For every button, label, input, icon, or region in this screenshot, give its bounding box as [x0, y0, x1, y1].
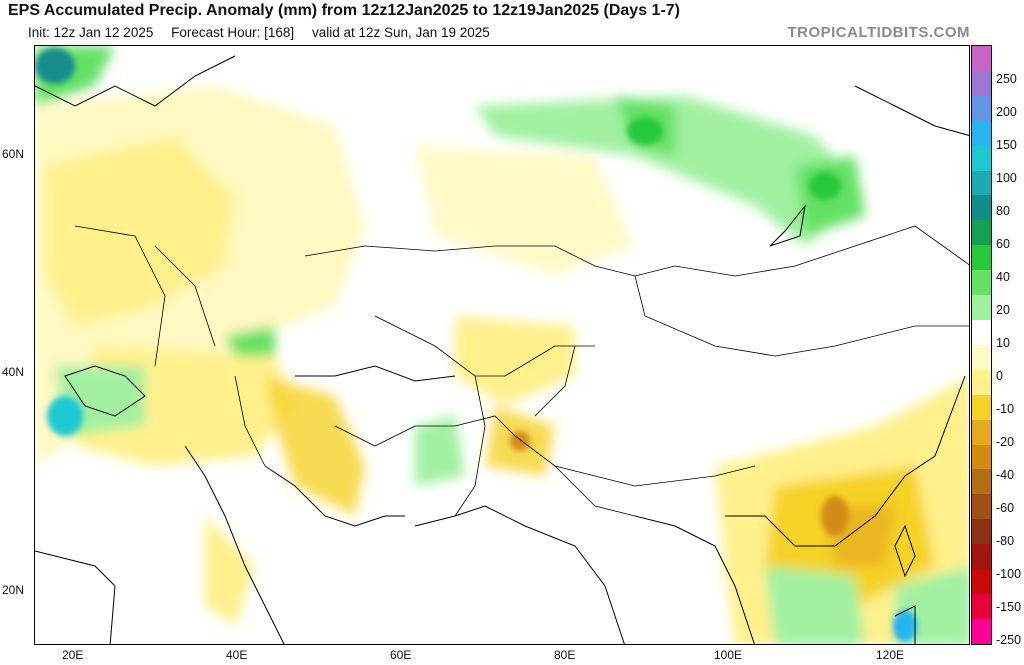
- anomaly-shading: [35, 46, 969, 644]
- colorbar-swatch: [972, 170, 991, 196]
- colorbar-swatch: [972, 569, 991, 594]
- lat-label-20n: 20N: [2, 583, 25, 597]
- lon-label-60e: 60E: [390, 648, 412, 662]
- colorbar-label: 20: [996, 303, 1010, 317]
- lon-label-100e: 100E: [714, 648, 743, 662]
- lon-label-40e: 40E: [226, 648, 248, 662]
- lon-label-20e: 20E: [62, 648, 84, 662]
- colorbar-swatch: [972, 494, 991, 520]
- colorbar-label: -60: [996, 501, 1015, 515]
- colorbar-label: 40: [996, 270, 1010, 284]
- colorbar-swatch: [972, 220, 991, 246]
- colorbar-swatch: [972, 319, 991, 345]
- colorbar-swatch: [972, 270, 991, 296]
- precip-anomaly-map: [35, 46, 969, 644]
- map-subtitle: Init: 12z Jan 12 2025 Forecast Hour: [16…: [28, 25, 504, 40]
- valid-time: valid at 12z Sun, Jan 19 2025: [311, 25, 490, 40]
- colorbar-label: 200: [996, 105, 1017, 119]
- country-borders: [74, 225, 969, 517]
- colorbar-swatch: [972, 394, 991, 420]
- colorbar-swatch: [972, 295, 991, 320]
- colorbar-label: 10: [996, 336, 1010, 350]
- colorbar-label: 80: [996, 204, 1010, 218]
- colorbar-label: 0: [996, 369, 1003, 383]
- colorbar-label: 150: [996, 138, 1017, 152]
- anomaly-cores: [35, 48, 917, 642]
- colorbar-swatch: [972, 419, 991, 445]
- lon-label-120e: 120E: [876, 648, 905, 662]
- colorbar-swatch: [972, 344, 991, 370]
- colorbar-label: 100: [996, 171, 1017, 185]
- colorbar-label: 250: [996, 72, 1017, 86]
- coastlines: [35, 55, 969, 644]
- colorbar-label: -10: [996, 402, 1015, 416]
- colorbar-swatch: [972, 618, 991, 644]
- colorbar-swatch: [972, 95, 991, 121]
- colorbar-swatch: [972, 469, 991, 495]
- colorbar-swatch: [972, 444, 991, 470]
- lat-label-60n: 60N: [2, 147, 25, 161]
- lat-label-40n: 40N: [2, 365, 25, 379]
- lon-label-80e: 80E: [554, 648, 576, 662]
- colorbar-label: -80: [996, 534, 1015, 548]
- colorbar-label: -20: [996, 435, 1015, 449]
- colorbar-swatch: [972, 195, 991, 221]
- brand-watermark: TROPICALTIDBITS.COM: [787, 24, 970, 41]
- colorbar-swatch: [972, 145, 991, 171]
- colorbar-swatch: [972, 369, 991, 395]
- colorbar-label: -250: [996, 633, 1022, 647]
- init-time: Init: 12z Jan 12 2025: [28, 25, 154, 40]
- colorbar-swatch: [972, 593, 991, 619]
- colorbar-swatch: [972, 245, 991, 271]
- colorbar-label: -150: [996, 600, 1022, 614]
- forecast-hour: Forecast Hour: [168]: [171, 25, 295, 40]
- colorbar-swatch: [972, 544, 991, 570]
- map-title: EPS Accumulated Precip. Anomaly (mm) fro…: [8, 2, 680, 19]
- colorbar-label: -100: [996, 567, 1022, 581]
- map-panel: [34, 45, 970, 645]
- colorbar-swatch: [972, 46, 991, 71]
- colorbar-swatch: [972, 70, 991, 96]
- colorbar-label: -40: [996, 468, 1015, 482]
- colorbar-swatch: [972, 519, 991, 545]
- colorbar-label: 60: [996, 237, 1010, 251]
- colorbar-swatch: [972, 120, 991, 146]
- colorbar: [971, 45, 992, 645]
